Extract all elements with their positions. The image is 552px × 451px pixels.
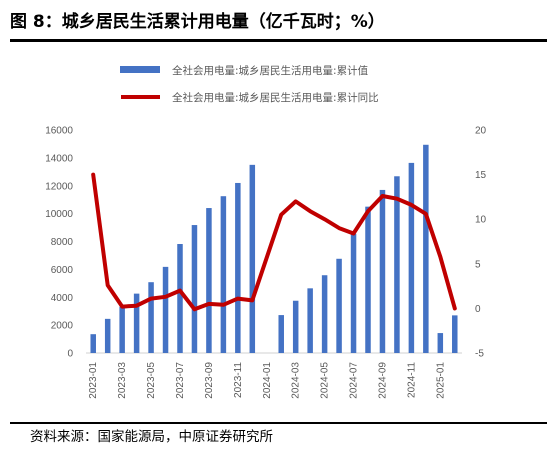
bar: [191, 225, 198, 353]
x-tick-label: 2024-05: [320, 362, 331, 399]
x-tick-label: 2024-09: [377, 362, 388, 399]
yoy-line: [91, 172, 457, 312]
bar: [162, 266, 169, 353]
bar: [90, 334, 96, 353]
x-axis: 2023-01 2023-03 2023-05 2023-07 2023-09 2023-…: [88, 362, 446, 399]
right-axis: -5 0 5 10 15 20: [475, 126, 487, 360]
x-tick-label: 2023-11: [233, 362, 244, 398]
bar: [408, 162, 415, 353]
bar: [133, 293, 140, 353]
bar: [235, 182, 241, 353]
title-rule: [10, 39, 547, 42]
x-tick-label: 2023-09: [204, 362, 215, 399]
bar: [365, 206, 371, 353]
bar: [206, 208, 212, 353]
right-tick-label: 10: [475, 215, 487, 226]
x-tick-label: 2025-01: [435, 362, 446, 399]
right-tick-label: 5: [475, 259, 481, 270]
left-tick-label: 0: [67, 349, 73, 360]
bar: [292, 300, 299, 353]
bar: [104, 318, 111, 353]
bar: [321, 275, 328, 353]
bar: [336, 258, 342, 353]
bar: [278, 315, 284, 353]
left-tick-label: 4000: [51, 293, 74, 304]
x-tick-label: 2023-03: [117, 362, 128, 399]
left-tick-label: 2000: [51, 321, 74, 332]
left-tick-label: 16000: [45, 126, 73, 137]
bar: [452, 315, 458, 353]
bar: [119, 306, 125, 353]
right-tick-label: -5: [475, 349, 484, 360]
bar: [148, 282, 154, 353]
legend-bar-label: 全社会用电量:城乡居民生活用电量:累计值: [172, 64, 369, 77]
x-tick-label: 2023-07: [175, 362, 186, 399]
source-note: 资料来源：国家能源局，中原证券研究所: [30, 429, 273, 445]
right-tick-label: 0: [475, 304, 481, 315]
figure-title: 图 8：城乡居民生活累计用电量（亿千瓦时；%）: [10, 12, 385, 32]
bar: [423, 144, 429, 353]
bar: [437, 333, 444, 353]
bar: [379, 189, 386, 353]
left-tick-label: 8000: [51, 237, 74, 248]
bar-series: [90, 144, 458, 353]
bar: [350, 233, 357, 353]
legend-bar-swatch: [120, 66, 160, 73]
left-axis: 0 2000 4000 6000 8000 10000 12000 14000 16000: [45, 126, 73, 360]
bar: [220, 196, 227, 353]
x-tick-label: 2024-01: [262, 362, 273, 399]
bar: [307, 288, 313, 353]
left-tick-label: 10000: [45, 209, 73, 220]
x-tick-label: 2023-01: [88, 362, 99, 399]
left-tick-label: 6000: [51, 265, 74, 276]
right-tick-label: 20: [475, 126, 487, 137]
legend-line-label: 全社会用电量:城乡居民生活用电量:累计同比: [172, 91, 379, 104]
bar: [394, 176, 400, 353]
left-tick-label: 12000: [45, 181, 73, 192]
x-tick-label: 2024-11: [406, 362, 417, 398]
source-rule: [10, 422, 547, 424]
bar: [177, 244, 183, 353]
x-tick-label: 2023-05: [146, 362, 157, 399]
x-tick-label: 2024-03: [291, 362, 302, 399]
right-tick-label: 15: [475, 170, 487, 181]
left-tick-label: 14000: [45, 153, 73, 164]
bar: [249, 164, 256, 353]
x-tick-label: 2024-07: [349, 362, 360, 399]
